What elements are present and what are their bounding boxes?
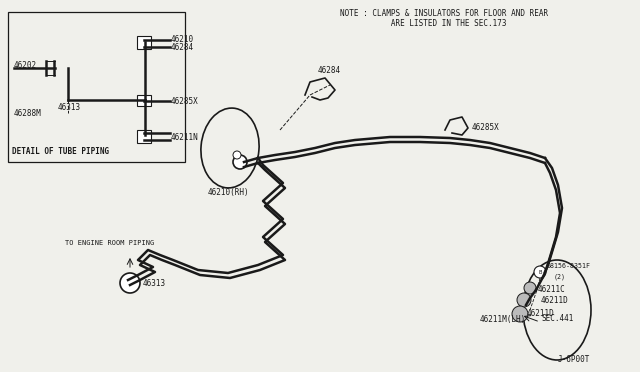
Circle shape	[524, 282, 536, 294]
Circle shape	[534, 266, 546, 278]
Text: 46211N: 46211N	[171, 132, 199, 141]
Text: 46284: 46284	[318, 66, 341, 75]
Text: 46210: 46210	[171, 35, 194, 44]
Text: 46202: 46202	[14, 61, 37, 70]
Circle shape	[120, 273, 140, 293]
Text: 46313: 46313	[143, 279, 166, 288]
Text: (2): (2)	[554, 273, 566, 279]
Circle shape	[233, 155, 247, 169]
Text: 46210(RH): 46210(RH)	[208, 188, 250, 197]
Text: DETAIL OF TUBE PIPING: DETAIL OF TUBE PIPING	[12, 147, 109, 156]
Text: 46211D: 46211D	[541, 296, 569, 305]
Text: TO ENGINE ROOM PIPING: TO ENGINE ROOM PIPING	[65, 240, 154, 246]
Bar	[137, 130, 151, 143]
Text: 46288M: 46288M	[14, 109, 42, 119]
Text: 46284: 46284	[171, 44, 194, 52]
Text: 46313: 46313	[58, 103, 81, 112]
Text: 46285X: 46285X	[472, 123, 500, 132]
Text: 46211D: 46211D	[527, 309, 555, 318]
Bar	[137, 36, 151, 49]
Bar	[8, 12, 185, 162]
Circle shape	[517, 293, 531, 307]
Text: NOTE : CLAMPS & INSULATORS FOR FLOOR AND REAR: NOTE : CLAMPS & INSULATORS FOR FLOOR AND…	[340, 9, 548, 18]
Text: J-6P00T: J-6P00T	[557, 355, 590, 364]
Text: 46211C: 46211C	[538, 285, 566, 294]
Circle shape	[512, 306, 528, 322]
Text: ARE LISTED IN THE SEC.173: ARE LISTED IN THE SEC.173	[340, 19, 506, 28]
Text: 46285X: 46285X	[171, 96, 199, 106]
Text: SEC.441: SEC.441	[541, 314, 573, 323]
Text: 08156-8351F: 08156-8351F	[547, 263, 591, 269]
Bar	[137, 95, 151, 106]
Text: B: B	[538, 269, 541, 275]
Circle shape	[233, 151, 241, 159]
Text: 46211M(LH): 46211M(LH)	[480, 315, 526, 324]
